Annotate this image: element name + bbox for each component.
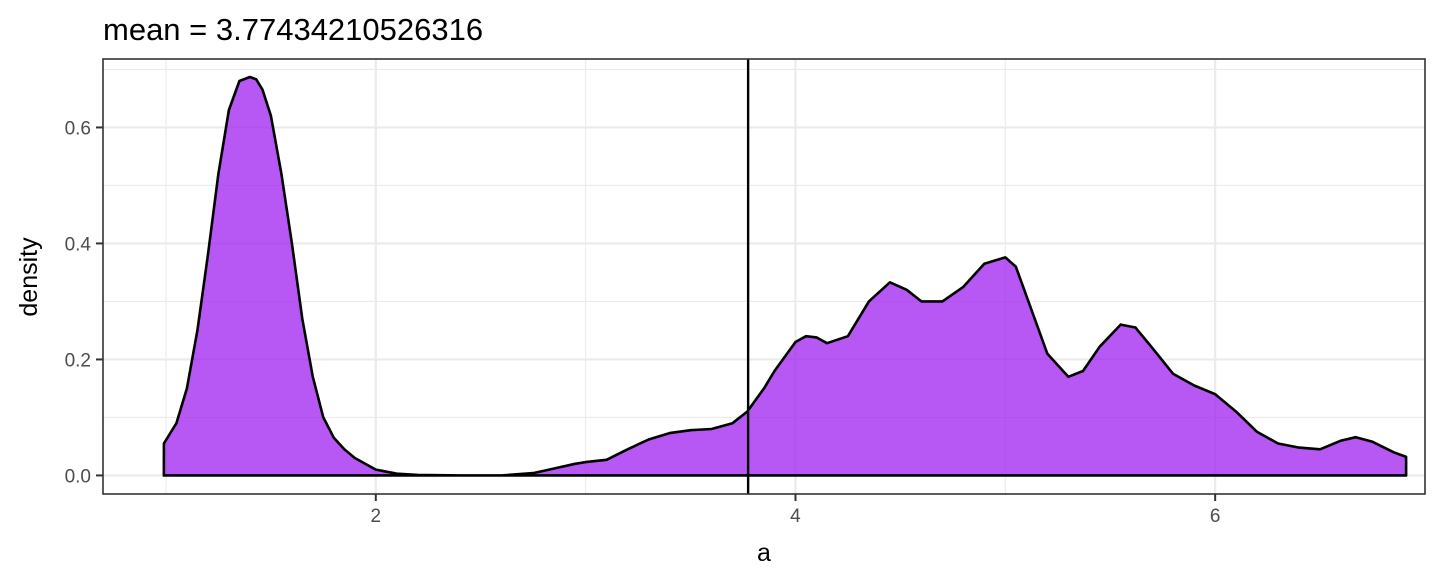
- axis-ticks: 2 4 6 0.0 0.2 0.4 0.6: [65, 118, 1221, 527]
- x-tick-label: 2: [371, 506, 382, 527]
- density-area: [162, 75, 1408, 477]
- y-tick-label: 0.2: [65, 350, 91, 371]
- panel-border: [102, 58, 1426, 495]
- y-axis-title: density: [15, 237, 43, 317]
- x-tick-label: 4: [790, 506, 801, 527]
- y-tick-label: 0.4: [65, 234, 92, 255]
- y-tick-label: 0.0: [65, 466, 91, 487]
- chart-title: mean = 3.77434210526316: [103, 12, 483, 47]
- x-tick-label: 6: [1210, 506, 1221, 527]
- plot-area: [162, 59, 1408, 494]
- y-tick-label: 0.6: [65, 118, 91, 139]
- x-axis-title: a: [757, 539, 771, 567]
